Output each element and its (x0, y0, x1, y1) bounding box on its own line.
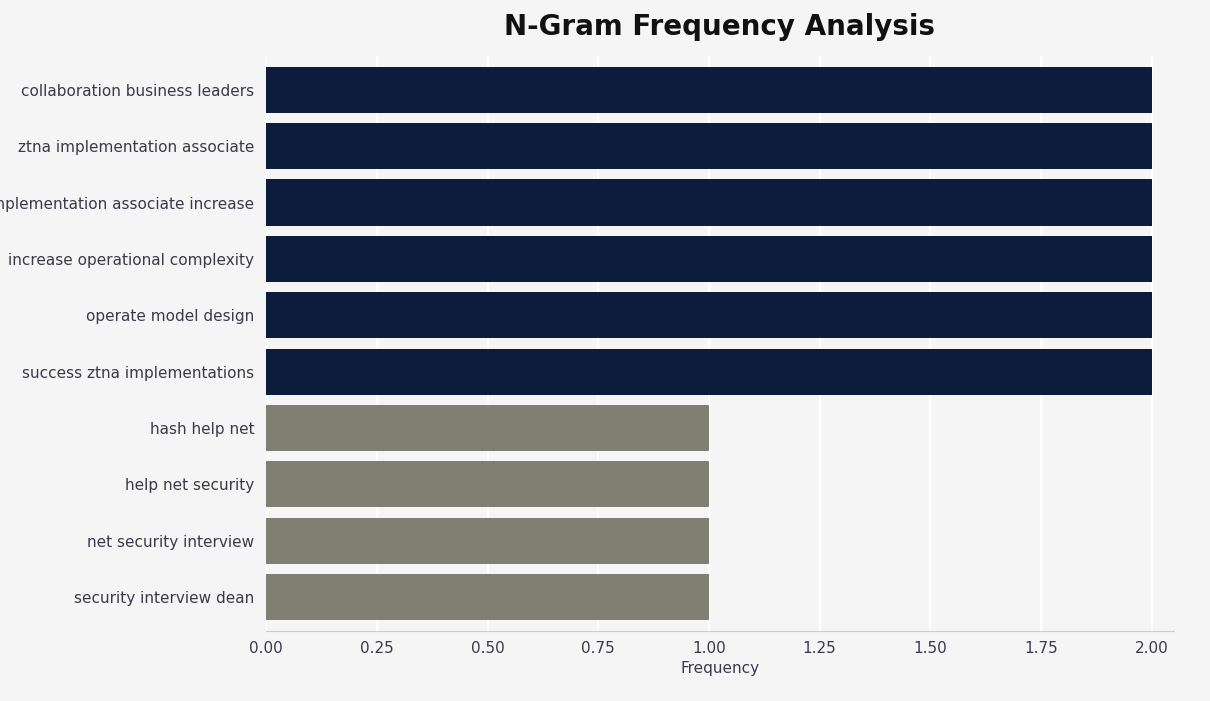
Bar (266, 517, 709, 564)
Bar (266, 348, 1152, 395)
Bar (266, 236, 1152, 282)
Bar (266, 292, 1152, 339)
Bar (266, 179, 1152, 226)
Bar (266, 67, 1152, 113)
Bar (266, 574, 709, 620)
Bar (266, 123, 1152, 170)
Title: N-Gram Frequency Analysis: N-Gram Frequency Analysis (505, 13, 935, 41)
Bar (266, 461, 709, 508)
Bar (266, 405, 709, 451)
X-axis label: Frequency: Frequency (680, 661, 760, 676)
